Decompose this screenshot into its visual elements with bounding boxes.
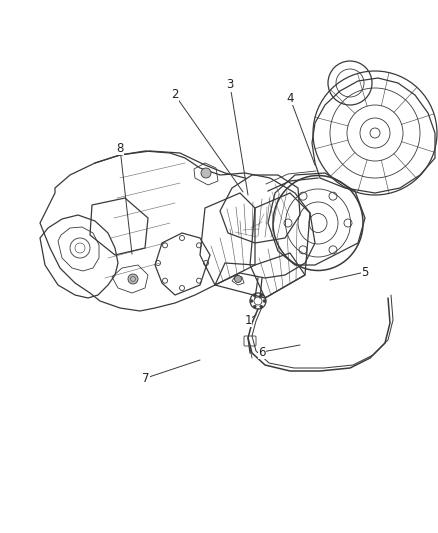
Text: 8: 8: [117, 141, 124, 155]
Circle shape: [260, 305, 263, 308]
Text: 5: 5: [361, 265, 369, 279]
Circle shape: [260, 294, 263, 297]
Circle shape: [263, 300, 266, 303]
Circle shape: [253, 305, 256, 308]
Circle shape: [128, 274, 138, 284]
Circle shape: [253, 294, 256, 297]
Circle shape: [250, 300, 253, 303]
Text: 4: 4: [286, 92, 294, 104]
Circle shape: [201, 168, 211, 178]
Text: 1: 1: [244, 313, 252, 327]
Text: 7: 7: [142, 372, 150, 384]
Text: 2: 2: [171, 88, 179, 101]
Text: 6: 6: [258, 345, 266, 359]
Text: 3: 3: [226, 78, 234, 92]
Circle shape: [234, 276, 241, 282]
